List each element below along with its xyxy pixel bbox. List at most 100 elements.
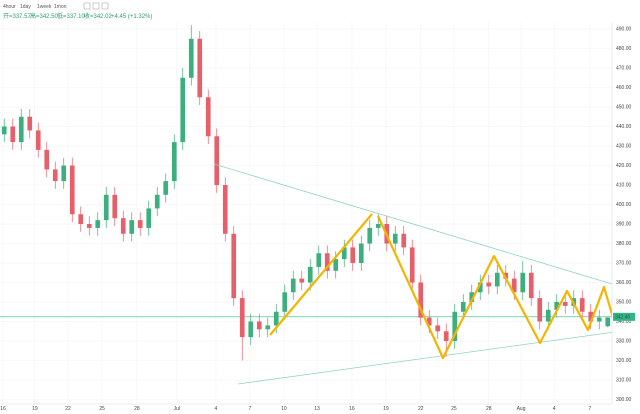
x-tick-label: 7 — [589, 406, 592, 412]
header: 4hour 1day 1week 1mon 开=337.57 高=342.50 低=337.… — [3, 2, 152, 20]
candle-body — [486, 282, 492, 287]
candle-body — [511, 278, 517, 293]
drawings — [213, 163, 623, 385]
ohlc-value: +4.45 (+1.32%) — [111, 14, 152, 20]
candle-body — [265, 325, 271, 330]
candle-body — [350, 247, 356, 264]
candle-body — [52, 169, 58, 182]
y-tick-label: 440.00 — [616, 124, 632, 130]
candle-body — [477, 282, 483, 293]
ohlc-value: 开=337.57 — [3, 13, 32, 20]
candle-body — [528, 272, 534, 299]
timeframe-tab[interactable]: 1mon — [54, 4, 67, 10]
candle-body — [1, 126, 7, 135]
candle-body — [222, 185, 228, 234]
candle-body — [44, 149, 50, 170]
candle-body — [290, 278, 296, 293]
candle-body — [545, 309, 551, 322]
y-tick-label: 350.00 — [616, 300, 632, 306]
candle-body — [112, 194, 118, 219]
y-tick-label: 450.00 — [616, 105, 632, 111]
y-tick-label: 320.00 — [616, 358, 632, 364]
ohlc-value: 收=342.02 — [84, 12, 113, 20]
plot — [0, 25, 612, 361]
wave-arrow — [376, 215, 618, 360]
candle-body — [299, 278, 305, 283]
timeframe-tab[interactable]: 1day — [20, 4, 31, 10]
candle-body — [307, 266, 313, 283]
y-tick-label: 420.00 — [616, 163, 632, 169]
candle-body — [214, 136, 220, 186]
candle-body — [375, 224, 381, 228]
wave-arrow — [269, 213, 373, 336]
candle-body — [562, 302, 568, 306]
timeframe-tab[interactable]: 4hour — [3, 4, 16, 10]
candle-body — [146, 208, 152, 228]
y-tick-label: 480.00 — [616, 46, 632, 52]
x-tick-label: 28 — [134, 406, 140, 412]
price-tag — [613, 312, 635, 321]
x-tick-label: Jul — [174, 406, 180, 412]
candle-body — [358, 243, 364, 264]
candle-body — [596, 317, 602, 322]
axes: 300.00 310.00 320.00 330.00 340.00 350.00 360.… — [0, 27, 635, 412]
x-tick-label: 19 — [32, 406, 38, 412]
x-tick-label: 25 — [451, 406, 457, 412]
candle-body — [180, 77, 186, 143]
candle-body — [392, 233, 398, 244]
candle-body — [239, 298, 245, 338]
x-tick-label: 16 — [349, 406, 355, 412]
candle-body — [452, 311, 458, 342]
x-tick-label: 22 — [418, 406, 424, 412]
timeframe-tab[interactable]: 1week — [37, 4, 52, 10]
x-tick-label: 28 — [486, 406, 492, 412]
candle-body — [316, 253, 322, 267]
price-tag-label: 342.40 — [615, 315, 631, 321]
candle-body — [605, 317, 611, 327]
x-tick-label: 25 — [99, 406, 105, 412]
candle-body — [78, 214, 84, 225]
candle-body — [248, 321, 254, 338]
candle-body — [435, 325, 441, 332]
candle-body — [426, 317, 432, 326]
trendline — [237, 330, 623, 385]
x-tick-label: 16 — [0, 406, 6, 412]
candle-body — [256, 321, 262, 330]
candle-body — [494, 272, 500, 287]
candle-body — [137, 220, 143, 228]
y-tick-label: 400.00 — [616, 202, 632, 208]
y-tick-label: 340.00 — [616, 319, 632, 325]
candle-body — [409, 247, 415, 283]
price-axis — [612, 0, 640, 414]
candle-body — [86, 224, 92, 228]
candle-body — [537, 298, 543, 322]
candle-body — [129, 220, 135, 234]
candle-body — [273, 311, 279, 326]
y-tick-label: 390.00 — [616, 222, 632, 228]
candle-body — [120, 218, 126, 234]
candle-body — [188, 38, 194, 78]
candle-body — [588, 311, 594, 322]
tool-icon[interactable] — [101, 2, 109, 10]
tool-icon[interactable] — [83, 2, 91, 10]
candle-body — [231, 233, 237, 299]
candle-body — [18, 116, 24, 143]
y-tick-label: 370.00 — [616, 261, 632, 267]
y-tick-label: 490.00 — [616, 27, 632, 33]
x-tick-label: 7 — [249, 406, 252, 412]
candle-body — [205, 97, 211, 137]
x-tick-label: 13 — [314, 406, 320, 412]
y-tick-label: 360.00 — [616, 280, 632, 286]
y-tick-label: 330.00 — [616, 339, 632, 345]
candle-body — [503, 272, 509, 279]
candle-body — [197, 38, 203, 98]
candle-body — [95, 220, 101, 228]
ohlc-value: 高=342.50 — [30, 12, 59, 20]
candle-body — [333, 259, 339, 271]
y-tick-label: 430.00 — [616, 144, 632, 150]
tool-icon[interactable] — [92, 2, 100, 10]
grid — [0, 22, 612, 404]
candle-body — [418, 282, 424, 318]
